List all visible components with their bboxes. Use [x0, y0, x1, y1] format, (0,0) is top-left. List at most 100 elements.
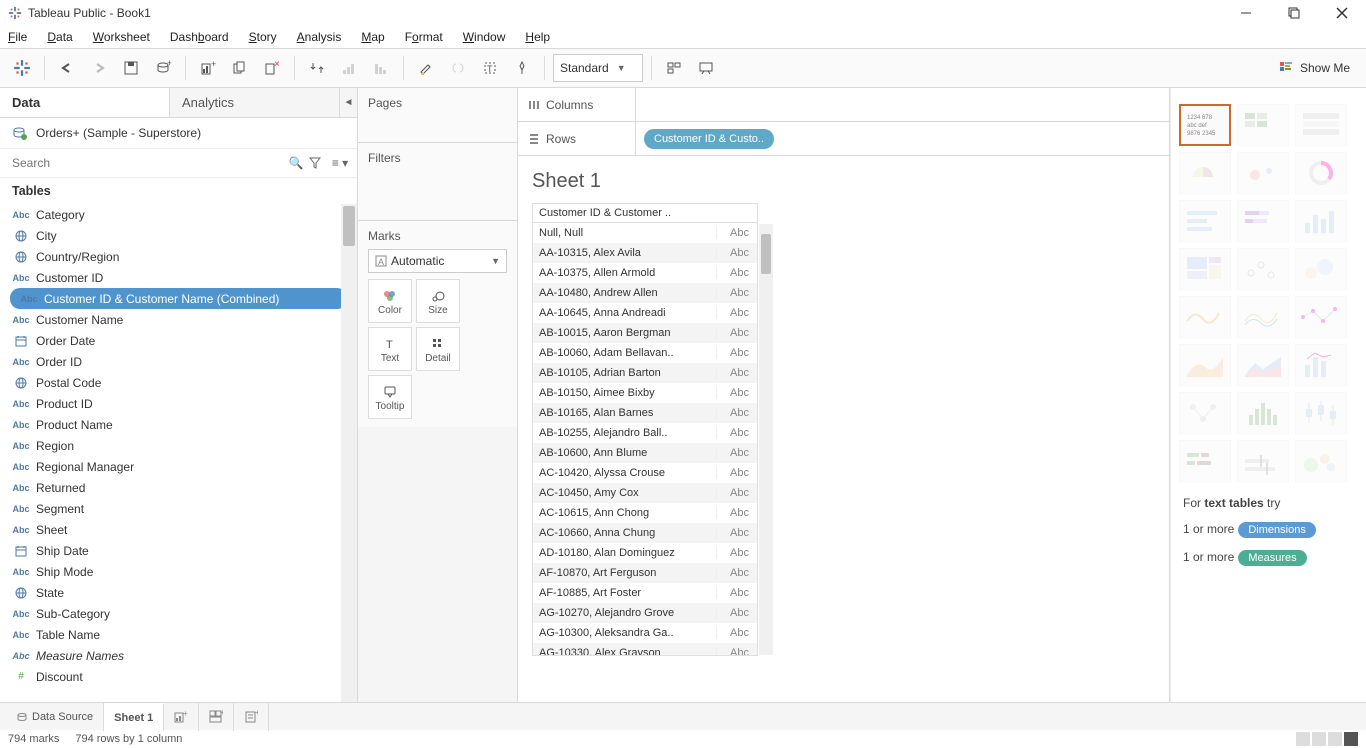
view-mode-icon[interactable]: ≡ ▾: [331, 156, 349, 170]
viz-type-7[interactable]: [1237, 200, 1289, 242]
table-row[interactable]: AG-10270, Alejandro GroveAbc: [533, 603, 757, 623]
field-item[interactable]: State: [0, 582, 357, 603]
menu-dashboard[interactable]: Dashboard: [170, 30, 229, 44]
table-row[interactable]: AG-10300, Aleksandra Ga..Abc: [533, 623, 757, 643]
close-button[interactable]: [1326, 3, 1358, 23]
new-dashboard-button[interactable]: +: [199, 703, 234, 731]
show-cards-button[interactable]: [660, 54, 688, 82]
table-row[interactable]: AC-10660, Anna ChungAbc: [533, 523, 757, 543]
filter-icon[interactable]: [309, 157, 327, 169]
field-item[interactable]: #Discount: [0, 666, 357, 687]
field-item[interactable]: Postal Code: [0, 372, 357, 393]
new-sheet-button[interactable]: +: [164, 703, 199, 731]
viz-type-11[interactable]: [1295, 248, 1347, 290]
menu-map[interactable]: Map: [361, 30, 384, 44]
menu-analysis[interactable]: Analysis: [297, 30, 342, 44]
table-row[interactable]: AB-10600, Ann BlumeAbc: [533, 443, 757, 463]
filters-shelf[interactable]: Filters: [358, 143, 517, 221]
field-item[interactable]: Order Date: [0, 330, 357, 351]
field-item[interactable]: AbcCustomer ID: [0, 267, 357, 288]
table-row[interactable]: AA-10315, Alex AvilaAbc: [533, 243, 757, 263]
table-scrollbar[interactable]: [759, 224, 773, 655]
field-item[interactable]: AbcRegion: [0, 435, 357, 456]
viz-type-5[interactable]: [1295, 152, 1347, 194]
table-row[interactable]: AA-10645, Anna AndreadiAbc: [533, 303, 757, 323]
viz-type-8[interactable]: [1295, 200, 1347, 242]
rows-pill[interactable]: Customer ID & Custo..: [644, 129, 774, 149]
field-item[interactable]: AbcCustomer Name: [0, 309, 357, 330]
viz-type-10[interactable]: [1237, 248, 1289, 290]
menu-data[interactable]: Data: [47, 30, 72, 44]
mark-card-tooltip[interactable]: Tooltip: [368, 375, 412, 419]
sort-desc-button[interactable]: [367, 54, 395, 82]
viz-type-15[interactable]: [1179, 344, 1231, 386]
sort-asc-button[interactable]: [335, 54, 363, 82]
field-item[interactable]: AbcOrder ID: [0, 351, 357, 372]
table-row[interactable]: AF-10885, Art FosterAbc: [533, 583, 757, 603]
field-item[interactable]: AbcSheet: [0, 519, 357, 540]
table-row[interactable]: AB-10255, Alejandro Ball..Abc: [533, 423, 757, 443]
field-item[interactable]: AbcShip Mode: [0, 561, 357, 582]
field-item[interactable]: AbcSegment: [0, 498, 357, 519]
duplicate-button[interactable]: [226, 54, 254, 82]
field-item[interactable]: AbcReturned: [0, 477, 357, 498]
tableau-icon[interactable]: [8, 54, 36, 82]
new-story-button[interactable]: +: [234, 703, 269, 731]
table-row[interactable]: AF-10870, Art FergusonAbc: [533, 563, 757, 583]
mark-card-color[interactable]: Color: [368, 279, 412, 323]
table-row[interactable]: AB-10165, Alan BarnesAbc: [533, 403, 757, 423]
viz-type-4[interactable]: [1237, 152, 1289, 194]
pin-button[interactable]: [508, 54, 536, 82]
search-icon[interactable]: 🔍: [287, 156, 305, 170]
search-input[interactable]: [8, 152, 283, 174]
field-scrollbar[interactable]: [341, 204, 357, 702]
table-column-header[interactable]: Customer ID & Customer ..: [533, 204, 757, 223]
highlight-button[interactable]: [412, 54, 440, 82]
menu-window[interactable]: Window: [463, 30, 506, 44]
viz-type-17[interactable]: [1295, 344, 1347, 386]
viz-type-16[interactable]: [1237, 344, 1289, 386]
sheet-tab[interactable]: Sheet 1: [104, 703, 164, 731]
table-row[interactable]: AB-10150, Aimee BixbyAbc: [533, 383, 757, 403]
analytics-tab[interactable]: Analytics: [169, 88, 339, 117]
field-item[interactable]: Country/Region: [0, 246, 357, 267]
field-item[interactable]: Ship Date: [0, 540, 357, 561]
new-datasource-button[interactable]: +: [149, 54, 177, 82]
menu-worksheet[interactable]: Worksheet: [93, 30, 150, 44]
labels-button[interactable]: T: [476, 54, 504, 82]
table-row[interactable]: AC-10450, Amy CoxAbc: [533, 483, 757, 503]
field-item[interactable]: AbcProduct ID: [0, 393, 357, 414]
viz-type-18[interactable]: [1179, 392, 1231, 434]
menu-file[interactable]: File: [8, 30, 27, 44]
table-row[interactable]: AC-10615, Ann ChongAbc: [533, 503, 757, 523]
table-row[interactable]: AB-10105, Adrian BartonAbc: [533, 363, 757, 383]
table-row[interactable]: AB-10015, Aaron BergmanAbc: [533, 323, 757, 343]
field-item[interactable]: AbcSub-Category: [0, 603, 357, 624]
viz-type-9[interactable]: [1179, 248, 1231, 290]
mark-card-detail[interactable]: Detail: [416, 327, 460, 371]
redo-button[interactable]: [85, 54, 113, 82]
rows-shelf[interactable]: Rows Customer ID & Custo..: [518, 122, 1169, 156]
maximize-button[interactable]: [1278, 3, 1310, 23]
viz-type-6[interactable]: [1179, 200, 1231, 242]
table-row[interactable]: AB-10060, Adam Bellavan..Abc: [533, 343, 757, 363]
table-row[interactable]: AC-10420, Alyssa CrouseAbc: [533, 463, 757, 483]
minimize-button[interactable]: [1230, 3, 1262, 23]
show-me-toggle[interactable]: Show Me: [1278, 60, 1358, 76]
mark-card-text[interactable]: TText: [368, 327, 412, 371]
status-view-buttons[interactable]: [1296, 732, 1358, 746]
group-button[interactable]: [444, 54, 472, 82]
viz-type-13[interactable]: [1237, 296, 1289, 338]
table-row[interactable]: AA-10480, Andrew AllenAbc: [533, 283, 757, 303]
table-row[interactable]: AG-10330, Alex GraysonAbc: [533, 643, 757, 655]
viz-type-0[interactable]: 1234 678abc def9876 2345: [1179, 104, 1231, 146]
viz-type-14[interactable]: [1295, 296, 1347, 338]
clear-button[interactable]: ×: [258, 54, 286, 82]
table-row[interactable]: Null, NullAbc: [533, 223, 757, 243]
datasource-row[interactable]: Orders+ (Sample - Superstore): [0, 118, 357, 148]
viz-type-19[interactable]: [1237, 392, 1289, 434]
collapse-pane-button[interactable]: ◄: [339, 88, 357, 117]
undo-button[interactable]: [53, 54, 81, 82]
fit-dropdown[interactable]: Standard▼: [553, 54, 643, 82]
menu-story[interactable]: Story: [249, 30, 277, 44]
